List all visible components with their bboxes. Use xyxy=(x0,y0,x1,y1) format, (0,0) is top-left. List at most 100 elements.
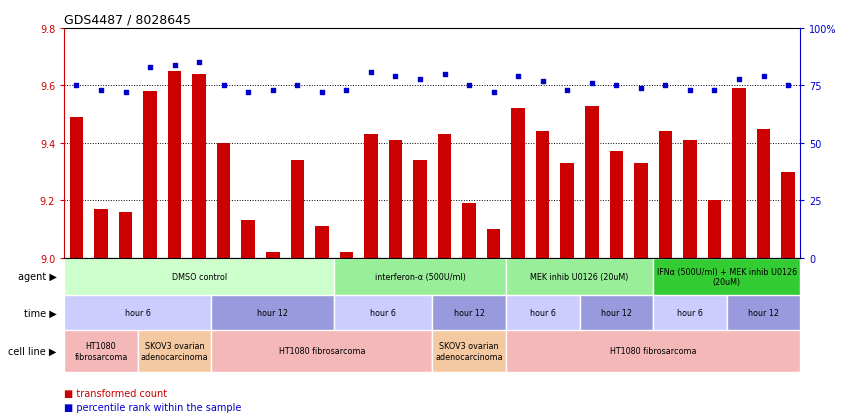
Bar xyxy=(511,109,525,258)
Text: SKOV3 ovarian
adenocarcinoma: SKOV3 ovarian adenocarcinoma xyxy=(140,342,209,361)
Point xyxy=(315,90,329,96)
Bar xyxy=(266,252,280,258)
Point xyxy=(757,74,770,81)
Bar xyxy=(119,212,133,258)
Bar xyxy=(609,152,623,258)
Text: time ▶: time ▶ xyxy=(24,308,56,318)
Bar xyxy=(138,330,211,372)
Point xyxy=(143,64,157,71)
Text: hour 6: hour 6 xyxy=(125,309,151,317)
Point xyxy=(241,90,255,96)
Bar xyxy=(727,295,800,330)
Point xyxy=(94,88,108,94)
Point xyxy=(119,90,133,96)
Bar xyxy=(732,89,746,258)
Point xyxy=(683,88,697,94)
Bar xyxy=(364,135,377,258)
Bar xyxy=(389,141,402,258)
Bar xyxy=(290,161,304,258)
Text: hour 12: hour 12 xyxy=(748,309,779,317)
Bar xyxy=(708,201,722,258)
Point xyxy=(585,81,598,87)
Point xyxy=(168,62,181,69)
Text: hour 6: hour 6 xyxy=(371,309,396,317)
Point xyxy=(536,78,550,85)
Bar xyxy=(340,252,354,258)
Text: hour 12: hour 12 xyxy=(601,309,632,317)
Bar xyxy=(653,258,800,295)
Bar xyxy=(757,129,770,258)
Bar xyxy=(69,118,83,258)
Bar xyxy=(683,141,697,258)
Bar xyxy=(536,132,550,258)
Bar xyxy=(143,92,157,258)
Point xyxy=(340,88,354,94)
Bar xyxy=(211,295,334,330)
Text: HT1080
fibrosarcoma: HT1080 fibrosarcoma xyxy=(74,342,128,361)
Point xyxy=(634,85,648,92)
Text: ■ percentile rank within the sample: ■ percentile rank within the sample xyxy=(64,402,241,413)
Bar xyxy=(585,106,598,258)
Bar xyxy=(487,230,501,258)
Bar xyxy=(334,295,432,330)
Text: hour 12: hour 12 xyxy=(454,309,484,317)
Text: hour 6: hour 6 xyxy=(530,309,556,317)
Bar xyxy=(64,258,334,295)
Point xyxy=(217,83,230,90)
Text: interferon-α (500U/ml): interferon-α (500U/ml) xyxy=(375,272,466,281)
Bar xyxy=(211,330,432,372)
Bar xyxy=(634,164,648,258)
Bar xyxy=(506,330,800,372)
Bar xyxy=(580,295,653,330)
Point xyxy=(561,88,574,94)
Point xyxy=(437,71,451,78)
Text: ■ transformed count: ■ transformed count xyxy=(64,387,167,398)
Bar xyxy=(64,295,211,330)
Bar xyxy=(217,143,230,258)
Point xyxy=(364,69,377,76)
Point xyxy=(782,83,795,90)
Bar xyxy=(64,330,138,372)
Point xyxy=(708,88,722,94)
Point xyxy=(413,76,427,83)
Bar xyxy=(437,135,451,258)
Point xyxy=(290,83,304,90)
Text: DMSO control: DMSO control xyxy=(171,272,227,281)
Point xyxy=(487,90,501,96)
Bar xyxy=(658,132,672,258)
Text: GDS4487 / 8028645: GDS4487 / 8028645 xyxy=(64,13,191,26)
Point xyxy=(511,74,525,81)
Bar xyxy=(653,295,727,330)
Text: hour 6: hour 6 xyxy=(677,309,703,317)
Text: HT1080 fibrosarcoma: HT1080 fibrosarcoma xyxy=(278,347,366,356)
Point xyxy=(732,76,746,83)
Bar xyxy=(782,172,795,258)
Text: hour 12: hour 12 xyxy=(258,309,288,317)
Bar xyxy=(432,295,506,330)
Text: cell line ▶: cell line ▶ xyxy=(9,346,56,356)
Point xyxy=(389,74,402,81)
Bar xyxy=(193,75,206,258)
Bar xyxy=(462,204,476,258)
Bar xyxy=(241,221,255,258)
Point xyxy=(266,88,280,94)
Bar xyxy=(506,295,580,330)
Text: HT1080 fibrosarcoma: HT1080 fibrosarcoma xyxy=(609,347,697,356)
Point xyxy=(69,83,83,90)
Point xyxy=(658,83,672,90)
Text: agent ▶: agent ▶ xyxy=(18,272,56,282)
Text: MEK inhib U0126 (20uM): MEK inhib U0126 (20uM) xyxy=(531,272,628,281)
Text: IFNα (500U/ml) + MEK inhib U0126
(20uM): IFNα (500U/ml) + MEK inhib U0126 (20uM) xyxy=(657,267,797,286)
Bar xyxy=(94,209,108,258)
Bar xyxy=(315,227,329,258)
Bar xyxy=(506,258,653,295)
Bar xyxy=(561,164,574,258)
Text: SKOV3 ovarian
adenocarcinoma: SKOV3 ovarian adenocarcinoma xyxy=(435,342,503,361)
Bar xyxy=(432,330,506,372)
Point xyxy=(462,83,476,90)
Bar xyxy=(168,72,181,258)
Point xyxy=(609,83,623,90)
Bar xyxy=(413,161,427,258)
Point xyxy=(193,60,206,66)
Bar xyxy=(334,258,506,295)
